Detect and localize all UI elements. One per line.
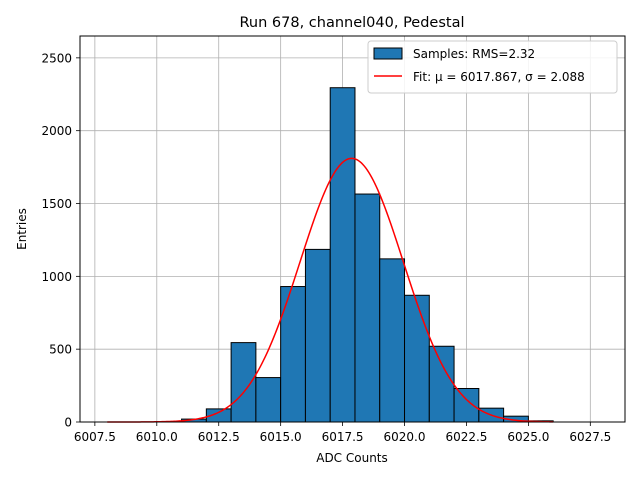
x-tick-label: 6017.5	[322, 430, 364, 444]
histogram-bar	[329, 87, 356, 423]
x-tick-label: 6012.5	[198, 430, 240, 444]
fit-curve-layer	[107, 157, 554, 423]
legend-fit-mu: μ = 6017.867	[435, 70, 518, 84]
y-tick-label: 500	[49, 343, 72, 357]
x-tick-label: 6010.0	[136, 430, 178, 444]
y-axis-ticks: 0 500 1000 1500 2000 2500	[41, 51, 80, 430]
x-tick-label: 6020.0	[384, 430, 426, 444]
x-tick-label: 6022.5	[445, 430, 487, 444]
y-tick-label: 1500	[41, 197, 72, 211]
legend-samples-swatch	[373, 47, 403, 60]
histogram-bar	[230, 342, 257, 423]
x-tick-label: 6015.0	[260, 430, 302, 444]
fit-curve	[107, 157, 554, 423]
y-tick-label: 2000	[41, 124, 72, 138]
legend-samples-label: Samples: RMS=2.32	[413, 47, 535, 61]
legend-box	[367, 40, 618, 94]
histogram-bars	[181, 87, 554, 423]
y-tick-label: 1000	[41, 270, 72, 284]
legend-fit-sigma: σ = 2.088	[525, 70, 585, 84]
x-tick-label: 6025.0	[507, 430, 549, 444]
legend-fit-prefix: Fit:	[413, 70, 431, 84]
histogram-bar	[404, 294, 430, 423]
y-tick-label: 2500	[41, 51, 72, 65]
y-tick-label: 0	[64, 416, 72, 430]
histogram-bar	[354, 193, 381, 423]
axes-frame	[79, 35, 626, 423]
chart-title: Run 678, channel040, Pedestal	[239, 15, 464, 31]
histogram-bar	[304, 248, 331, 423]
legend-fit-label: Fit: μ = 6017.867, σ = 2.088	[413, 70, 585, 84]
histogram-bar	[428, 345, 455, 423]
histogram-bar	[255, 377, 282, 423]
y-axis-label: Entries	[15, 208, 29, 250]
legend: Samples: RMS=2.32 Fit: μ = 6017.867, σ =…	[367, 40, 618, 94]
histogram-bar	[379, 258, 406, 423]
x-tick-label: 6007.5	[74, 430, 116, 444]
x-tick-label: 6027.5	[569, 430, 611, 444]
x-axis-ticks: 6007.5 6010.0 6012.5 6015.0 6017.5 6020.0 6022…	[74, 422, 611, 444]
histogram-bar	[453, 387, 480, 423]
x-axis-label: ADC Counts	[316, 451, 388, 465]
